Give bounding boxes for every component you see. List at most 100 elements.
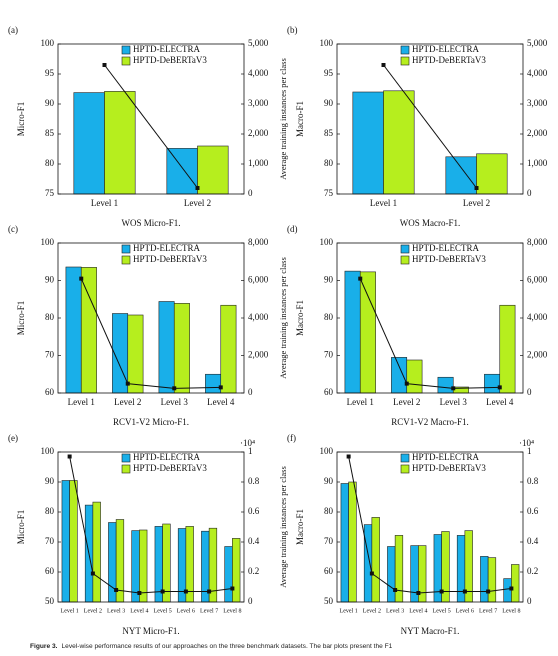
y2-tick-label: 1 [248, 446, 253, 456]
instances-marker [90, 571, 95, 576]
y2-axis-label: Average training instances per class [278, 466, 288, 588]
y2-tick-label: 5,000 [527, 38, 548, 48]
y2-tick-label: 6,000 [527, 275, 548, 285]
y-tick-label: 100 [41, 237, 55, 247]
legend-label: HPTD-DeBERTaV3 [133, 463, 207, 473]
legend-label: HPTD-ELECTRA [412, 44, 479, 54]
y2-axis-label: Average training instances per class [557, 257, 558, 379]
y-tick-label: 60 [324, 566, 334, 576]
x-tick-label: Level 3 [107, 608, 125, 614]
plot-frame [57, 43, 245, 195]
bar [224, 546, 233, 603]
bar [348, 481, 357, 603]
bar [406, 359, 423, 394]
y-axis-label: Macro-F1 [295, 509, 305, 545]
y2-tick-label: 0 [248, 188, 253, 198]
y2-axis-label: Average training instances per class [278, 58, 288, 180]
y-tick-label: 70 [45, 350, 55, 360]
bar [197, 145, 229, 195]
y2-tick-label: 0.8 [248, 476, 260, 486]
y-tick-label: 50 [45, 596, 55, 606]
bar [391, 357, 408, 394]
bar [445, 156, 477, 195]
x-tick-label: Level 1 [370, 198, 397, 208]
x-axis-title: RCV1-V2 Micro-F1. [113, 417, 189, 427]
instances-marker [125, 381, 130, 386]
panel-label: (f) [287, 433, 296, 443]
y2-tick-label: 2,000 [527, 350, 548, 360]
bar [499, 304, 516, 394]
x-tick-label: Level 8 [502, 608, 520, 614]
bar [158, 301, 175, 394]
y-tick-label: 75 [45, 188, 55, 198]
y-tick-label: 100 [320, 38, 334, 48]
bar [61, 480, 70, 603]
legend-swatch [400, 244, 410, 254]
y-tick-label: 80 [324, 158, 334, 168]
bar [73, 92, 105, 195]
x-tick-label: Level 2 [393, 397, 420, 407]
panel-label: (e) [8, 433, 18, 443]
x-tick-label: Level 8 [223, 608, 241, 614]
y2-tick-label: 3,000 [248, 98, 269, 108]
bar [352, 91, 384, 195]
instances-line [359, 278, 500, 389]
caption-text: Level-wise performance results of our ap… [61, 643, 392, 650]
bar [394, 535, 404, 603]
bar [69, 480, 78, 603]
instances-marker [172, 386, 177, 391]
y2-tick-label: 0.2 [527, 566, 538, 576]
y2-tick-label: 0 [248, 387, 253, 397]
y2-tick-label: 2,000 [527, 128, 548, 138]
y2-scale: ·10⁴ [519, 438, 534, 448]
legend-label: HPTD-ELECTRA [133, 452, 200, 462]
y-axis-label: Micro-F1 [16, 510, 26, 545]
panel-label: (d) [287, 224, 298, 234]
y2-tick-label: 1,000 [527, 158, 548, 168]
legend-swatch [121, 464, 131, 474]
instances-marker [230, 586, 235, 591]
bar [359, 271, 376, 394]
bar [344, 270, 361, 394]
y-tick-label: 60 [45, 387, 55, 397]
y2-tick-label: 0.6 [527, 506, 539, 516]
x-tick-label: Level 3 [440, 397, 468, 407]
y-tick-label: 100 [41, 38, 55, 48]
instances-marker [451, 386, 456, 391]
x-axis-title: NYT Micro-F1. [122, 626, 179, 636]
y-tick-label: 70 [324, 350, 334, 360]
instances-marker [509, 586, 514, 591]
y2-axis-label: Average training instances per class [557, 466, 558, 588]
bar [80, 267, 97, 394]
instances-marker [160, 589, 165, 594]
y2-axis-label: Average training instances per class [278, 257, 288, 379]
instances-line [80, 278, 221, 389]
bar [92, 501, 101, 603]
instances-marker [393, 588, 398, 592]
y-tick-label: 85 [324, 128, 334, 138]
x-tick-label: Level 4 [130, 608, 148, 614]
y-tick-label: 90 [45, 98, 55, 108]
x-tick-label: Level 2 [84, 608, 102, 614]
y2-tick-label: 1,000 [248, 158, 269, 168]
y2-tick-label: 8,000 [248, 237, 269, 247]
instances-marker [439, 589, 444, 594]
x-tick-label: Level 4 [207, 397, 235, 407]
y2-tick-label: 4,000 [248, 68, 269, 78]
x-axis-title: WOS Micro-F1. [122, 218, 181, 228]
y2-tick-label: 5,000 [248, 38, 269, 48]
x-axis-title: RCV1-V2 Macro-F1. [391, 417, 469, 427]
bar [476, 153, 508, 195]
caption-label: Figure 3. [30, 643, 58, 650]
legend-swatch [121, 45, 131, 55]
y2-tick-label: 3,000 [527, 98, 548, 108]
x-axis-title: WOS Macro-F1. [400, 218, 461, 228]
legend-swatch [400, 453, 410, 463]
y2-tick-label: 1 [527, 446, 532, 456]
y-tick-label: 70 [45, 536, 55, 546]
y-axis-label: Macro-F1 [295, 300, 305, 336]
instances-marker [79, 276, 84, 281]
x-tick-label: Level 2 [463, 198, 490, 208]
